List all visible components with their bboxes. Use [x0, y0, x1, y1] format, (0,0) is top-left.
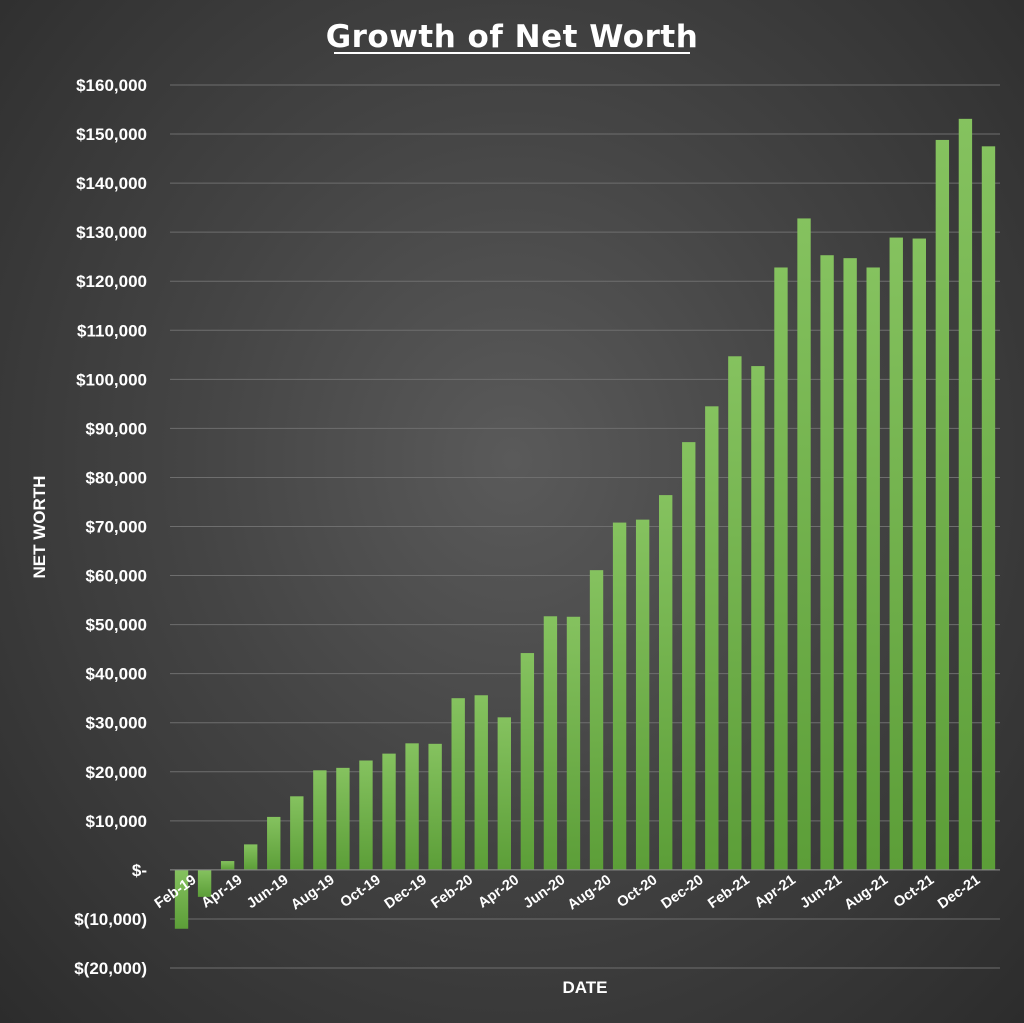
bar-Dec-20 — [682, 442, 696, 870]
bar-Mar-21 — [751, 366, 765, 870]
bar-Apr-19 — [220, 861, 235, 870]
x-tick-label: Dec-20 — [658, 872, 706, 912]
y-axis-label: NET WORTH — [30, 476, 49, 579]
bar-Jun-21 — [820, 255, 834, 870]
y-tick-label: $50,000 — [86, 616, 147, 635]
bar-May-20 — [520, 653, 535, 870]
y-tick-label: $60,000 — [86, 567, 147, 586]
y-tick-label: $150,000 — [76, 125, 147, 144]
bar-Oct-19 — [359, 760, 373, 870]
bar-Apr-20 — [497, 717, 511, 870]
x-tick-label: Feb-21 — [705, 872, 752, 912]
bar-Jan-21 — [705, 406, 719, 870]
x-tick-label: Aug-20 — [565, 872, 614, 913]
bar-Oct-20 — [635, 519, 650, 870]
bar-Aug-20 — [589, 570, 604, 870]
bar-Nov-19 — [382, 753, 396, 870]
y-tick-label: $(10,000) — [74, 910, 147, 929]
bar-Jun-20 — [543, 616, 558, 870]
y-tick-label: $130,000 — [76, 223, 147, 242]
y-tick-label: $40,000 — [86, 665, 147, 684]
bar-Dec-21 — [958, 118, 973, 870]
x-tick-label: Aug-19 — [288, 872, 337, 913]
bar-Nov-21 — [935, 139, 950, 870]
y-tick-label: $80,000 — [86, 468, 147, 487]
bar-Jan-20 — [428, 743, 442, 870]
bar-Jan-22 — [981, 146, 996, 870]
x-tick-label: Oct-19 — [338, 872, 384, 911]
bar-Mar-20 — [474, 695, 488, 870]
x-tick-label: Dec-19 — [382, 872, 430, 912]
x-axis-label: DATE — [562, 978, 607, 997]
bar-Feb-20 — [451, 698, 465, 870]
x-tick-label: Aug-21 — [842, 872, 891, 913]
bar-Dec-19 — [405, 743, 419, 870]
y-tick-label: $110,000 — [77, 321, 147, 340]
bar-Aug-19 — [313, 770, 327, 870]
y-tick-label: $70,000 — [86, 518, 147, 537]
x-tick-label: Feb-20 — [429, 872, 476, 912]
y-tick-label: $140,000 — [76, 174, 147, 193]
y-tick-label: $160,000 — [76, 76, 147, 95]
bar-May-19 — [244, 844, 258, 870]
x-tick-label: Jun-21 — [797, 872, 844, 912]
x-tick-label: Apr-20 — [475, 872, 522, 911]
bar-Sep-19 — [336, 767, 350, 870]
x-tick-label: Jun-19 — [244, 872, 291, 912]
y-tick-label: $30,000 — [86, 714, 147, 733]
bar-Jul-19 — [290, 796, 304, 870]
bar-Apr-21 — [774, 267, 788, 870]
y-axis-ticks: $(20,000) $(10,000) $- $10,000 $20,000 $30,00… — [74, 76, 147, 978]
bar-May-21 — [797, 218, 811, 870]
x-tick-label: Dec-21 — [935, 872, 983, 912]
bar-Oct-21 — [912, 238, 926, 870]
y-tick-label: $- — [132, 861, 147, 880]
bar-Jun-19 — [267, 816, 281, 870]
bar-Jul-21 — [843, 258, 857, 870]
y-tick-label: $(20,000) — [74, 959, 147, 978]
bar-Mar-19 — [197, 869, 212, 897]
bar-Sep-20 — [612, 522, 627, 870]
bar-Aug-21 — [866, 267, 880, 870]
y-tick-label: $100,000 — [76, 370, 147, 389]
gridlines — [170, 84, 1000, 969]
bar-Feb-21 — [728, 356, 742, 870]
chart-title: Growth of Net Worth — [326, 19, 699, 55]
bars — [174, 118, 996, 929]
y-tick-label: $20,000 — [86, 763, 147, 782]
bar-Nov-20 — [659, 495, 673, 870]
x-tick-label: Jun-20 — [521, 872, 568, 912]
x-tick-label: Oct-21 — [891, 872, 937, 911]
y-tick-label: $120,000 — [76, 272, 147, 291]
x-tick-label: Apr-21 — [752, 872, 799, 911]
bar-Sep-21 — [889, 237, 903, 870]
y-tick-label: $10,000 — [86, 812, 147, 831]
bar-Feb-19 — [174, 869, 189, 929]
y-tick-label: $90,000 — [86, 419, 147, 438]
x-tick-label: Oct-20 — [614, 872, 660, 911]
bar-Jul-20 — [566, 616, 581, 870]
